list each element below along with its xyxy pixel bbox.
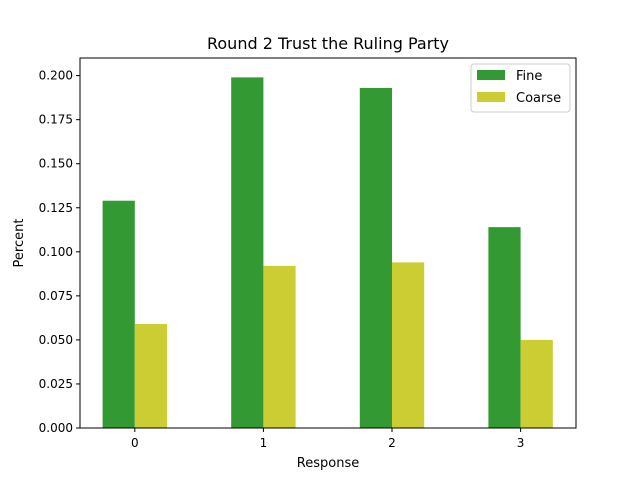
bars-group <box>102 77 553 428</box>
y-axis-label: Percent <box>12 219 27 268</box>
y-tick-label: 0.025 <box>39 377 73 391</box>
x-axis: 0 1 2 3 <box>131 428 524 450</box>
y-tick-label: 0.175 <box>39 113 73 127</box>
y-tick-label: 0.000 <box>39 421 73 435</box>
bar-fine-0 <box>102 200 135 428</box>
legend-swatch-coarse <box>477 92 505 102</box>
y-tick-label: 0.200 <box>39 69 73 83</box>
y-tick-label: 0.075 <box>39 289 73 303</box>
x-tick-label: 1 <box>260 436 268 450</box>
legend-label-coarse: Coarse <box>516 91 561 106</box>
legend: Fine Coarse <box>470 63 571 113</box>
bar-coarse-0 <box>134 324 167 428</box>
bar-fine-3 <box>488 227 521 428</box>
bar-fine-1 <box>231 77 264 428</box>
chart-title: Round 2 Trust the Ruling Party <box>207 34 449 53</box>
bar-fine-2 <box>359 87 392 428</box>
x-tick-label: 2 <box>388 436 396 450</box>
bar-coarse-1 <box>263 265 296 428</box>
bar-coarse-3 <box>520 339 553 428</box>
y-tick-label: 0.100 <box>39 245 73 259</box>
legend-label-fine: Fine <box>516 69 542 84</box>
bar-coarse-2 <box>392 262 425 428</box>
y-tick-label: 0.050 <box>39 333 73 347</box>
x-tick-label: 0 <box>131 436 139 450</box>
plot-frame <box>79 57 577 429</box>
y-axis: 0.000 0.025 0.050 0.075 0.100 0.125 0.150 0.175… <box>39 69 80 435</box>
legend-swatch-fine <box>477 70 505 80</box>
y-tick-label: 0.150 <box>39 157 73 171</box>
x-axis-label: Response <box>297 456 359 471</box>
x-tick-label: 3 <box>517 436 525 450</box>
y-tick-label: 0.125 <box>39 201 73 215</box>
